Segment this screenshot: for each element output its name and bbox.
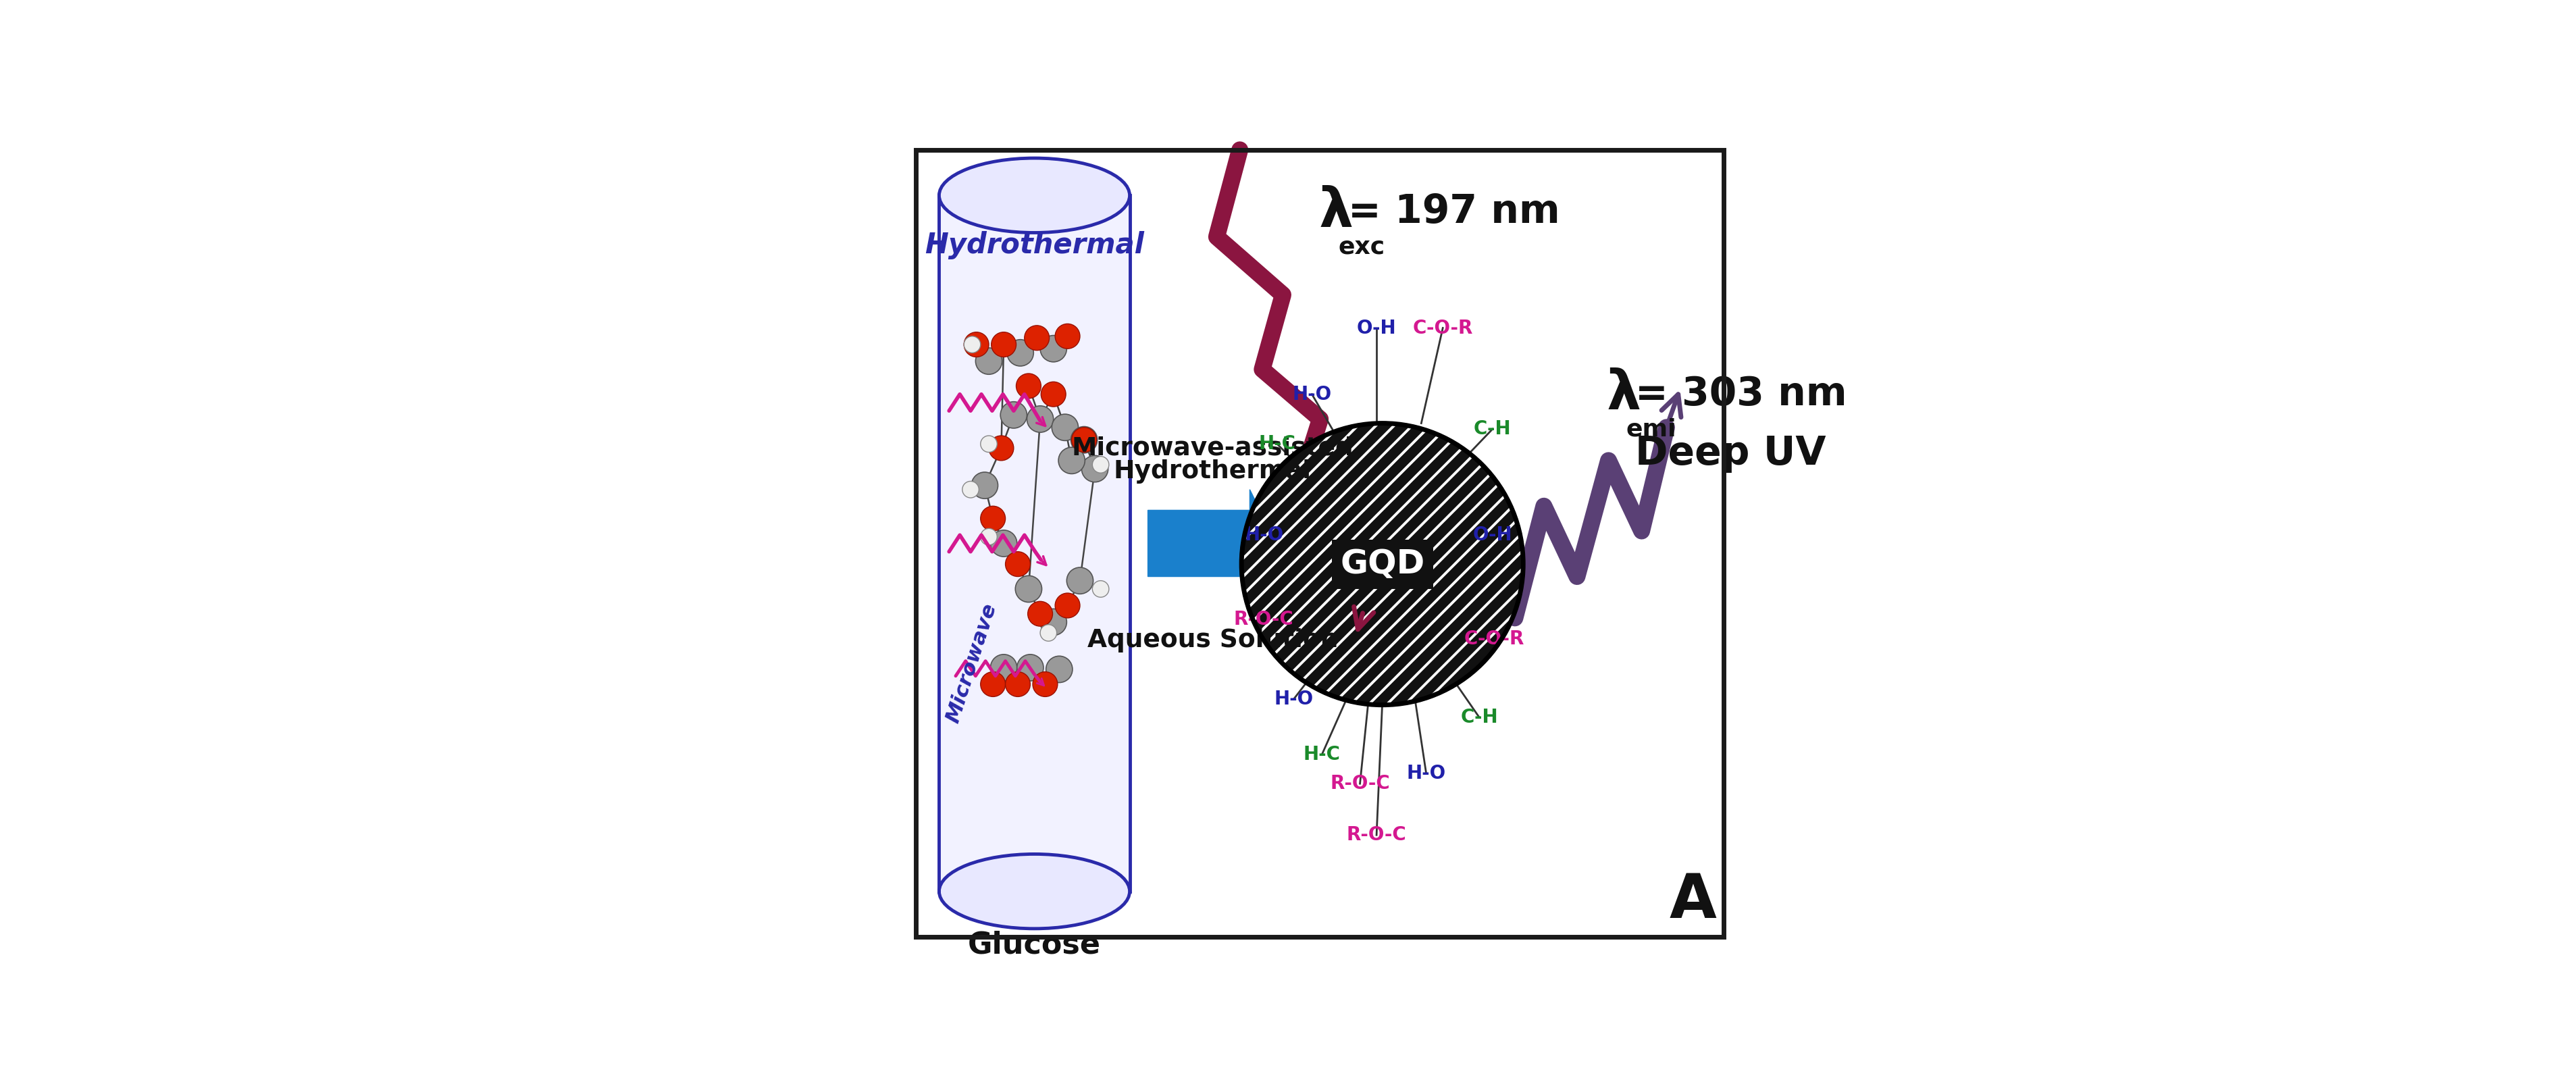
Text: H-O: H-O <box>1406 764 1445 783</box>
Circle shape <box>1056 593 1079 618</box>
Text: C-H: C-H <box>1473 420 1512 439</box>
Circle shape <box>1092 581 1108 597</box>
Circle shape <box>1041 382 1066 407</box>
Text: Hydrothermal: Hydrothermal <box>925 231 1144 259</box>
Circle shape <box>992 654 1018 681</box>
Ellipse shape <box>940 854 1131 929</box>
Text: R-O-C: R-O-C <box>1234 610 1293 629</box>
Circle shape <box>976 348 1002 374</box>
Circle shape <box>981 671 1005 696</box>
Circle shape <box>1015 373 1041 398</box>
Circle shape <box>963 481 979 498</box>
Circle shape <box>1033 671 1059 696</box>
Text: C-H: C-H <box>1461 708 1499 726</box>
Circle shape <box>1041 624 1056 641</box>
Text: Microwave-assisted: Microwave-assisted <box>1072 436 1352 461</box>
Text: O-H: O-H <box>1358 318 1396 338</box>
Text: A: A <box>1669 872 1716 931</box>
Text: H-O: H-O <box>1244 526 1283 544</box>
Circle shape <box>1005 552 1030 577</box>
Circle shape <box>1066 567 1092 594</box>
Text: Aqueous Solution: Aqueous Solution <box>1087 628 1337 652</box>
Text: emi: emi <box>1625 417 1677 440</box>
Circle shape <box>971 472 997 498</box>
Circle shape <box>981 528 997 546</box>
Circle shape <box>992 332 1015 357</box>
Text: = 303 nm: = 303 nm <box>1636 376 1847 413</box>
Text: Deep UV: Deep UV <box>1636 435 1826 473</box>
Text: R-O-C: R-O-C <box>1347 825 1406 845</box>
FancyArrow shape <box>1149 490 1275 597</box>
Text: Glucose: Glucose <box>969 931 1100 960</box>
Circle shape <box>1046 656 1072 682</box>
Circle shape <box>1041 336 1066 362</box>
Circle shape <box>1059 448 1084 473</box>
Circle shape <box>981 506 1005 530</box>
Text: O-H: O-H <box>1473 526 1512 544</box>
Text: Microwave: Microwave <box>943 601 999 725</box>
Circle shape <box>1056 324 1079 349</box>
Circle shape <box>1242 423 1522 705</box>
Text: exc: exc <box>1340 236 1386 258</box>
Text: H-C: H-C <box>1303 746 1340 764</box>
Text: H-O: H-O <box>1275 690 1314 709</box>
Text: C-O-R: C-O-R <box>1412 318 1473 338</box>
Circle shape <box>999 401 1028 428</box>
Text: = 197 nm: = 197 nm <box>1347 193 1561 231</box>
Text: R-O-C: R-O-C <box>1329 775 1391 793</box>
Circle shape <box>1005 671 1030 696</box>
Circle shape <box>1028 406 1054 433</box>
Text: $\boldsymbol{\lambda}$: $\boldsymbol{\lambda}$ <box>1319 186 1352 238</box>
Text: H-O: H-O <box>1293 385 1332 404</box>
Text: C-O-R: C-O-R <box>1463 629 1525 648</box>
Circle shape <box>1082 455 1108 482</box>
Text: $\boldsymbol{\lambda}$: $\boldsymbol{\lambda}$ <box>1605 368 1641 421</box>
Text: GQD: GQD <box>1340 548 1425 580</box>
Circle shape <box>1015 576 1041 603</box>
Circle shape <box>1025 325 1048 351</box>
Circle shape <box>1018 654 1043 681</box>
Circle shape <box>1072 426 1097 453</box>
Circle shape <box>1051 414 1079 441</box>
Ellipse shape <box>940 158 1131 232</box>
Circle shape <box>1007 340 1033 366</box>
Circle shape <box>1028 601 1054 626</box>
Circle shape <box>992 530 1018 556</box>
Circle shape <box>981 436 997 452</box>
Circle shape <box>963 332 989 357</box>
Bar <box>940 196 1131 891</box>
Circle shape <box>1041 609 1066 635</box>
Circle shape <box>989 436 1015 461</box>
Text: Hydrothermal: Hydrothermal <box>1113 459 1311 484</box>
Circle shape <box>1072 427 1097 452</box>
Text: H-C: H-C <box>1260 435 1296 453</box>
Circle shape <box>963 336 981 353</box>
Circle shape <box>1092 456 1108 473</box>
